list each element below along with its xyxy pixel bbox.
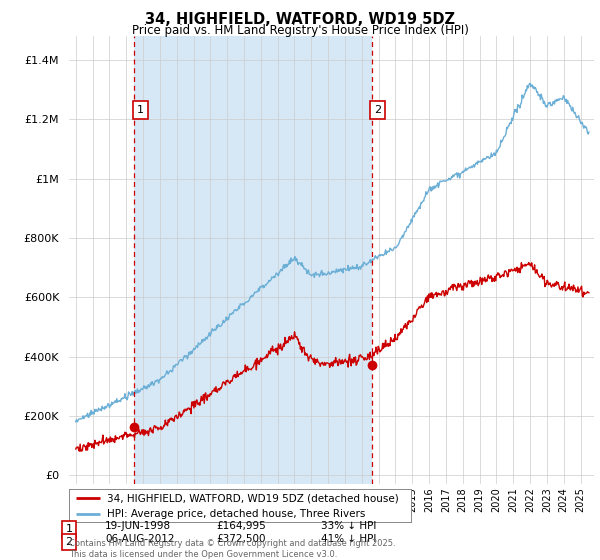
Text: £372,500: £372,500 bbox=[216, 534, 265, 544]
Text: Contains HM Land Registry data © Crown copyright and database right 2025.
This d: Contains HM Land Registry data © Crown c… bbox=[69, 539, 395, 559]
Text: 2: 2 bbox=[65, 537, 73, 547]
Text: £164,995: £164,995 bbox=[216, 521, 266, 531]
Text: 1: 1 bbox=[65, 524, 73, 534]
Text: 41% ↓ HPI: 41% ↓ HPI bbox=[321, 534, 376, 544]
Text: 06-AUG-2012: 06-AUG-2012 bbox=[105, 534, 175, 544]
Text: 33% ↓ HPI: 33% ↓ HPI bbox=[321, 521, 376, 531]
Text: HPI: Average price, detached house, Three Rivers: HPI: Average price, detached house, Thre… bbox=[107, 509, 365, 519]
Bar bbox=[134, 36, 372, 484]
Text: 34, HIGHFIELD, WATFORD, WD19 5DZ: 34, HIGHFIELD, WATFORD, WD19 5DZ bbox=[145, 12, 455, 27]
Text: 1: 1 bbox=[137, 105, 143, 115]
Text: 34, HIGHFIELD, WATFORD, WD19 5DZ (detached house): 34, HIGHFIELD, WATFORD, WD19 5DZ (detach… bbox=[107, 493, 398, 503]
Text: 2: 2 bbox=[374, 105, 382, 115]
Text: 19-JUN-1998: 19-JUN-1998 bbox=[105, 521, 171, 531]
Text: Price paid vs. HM Land Registry's House Price Index (HPI): Price paid vs. HM Land Registry's House … bbox=[131, 24, 469, 36]
